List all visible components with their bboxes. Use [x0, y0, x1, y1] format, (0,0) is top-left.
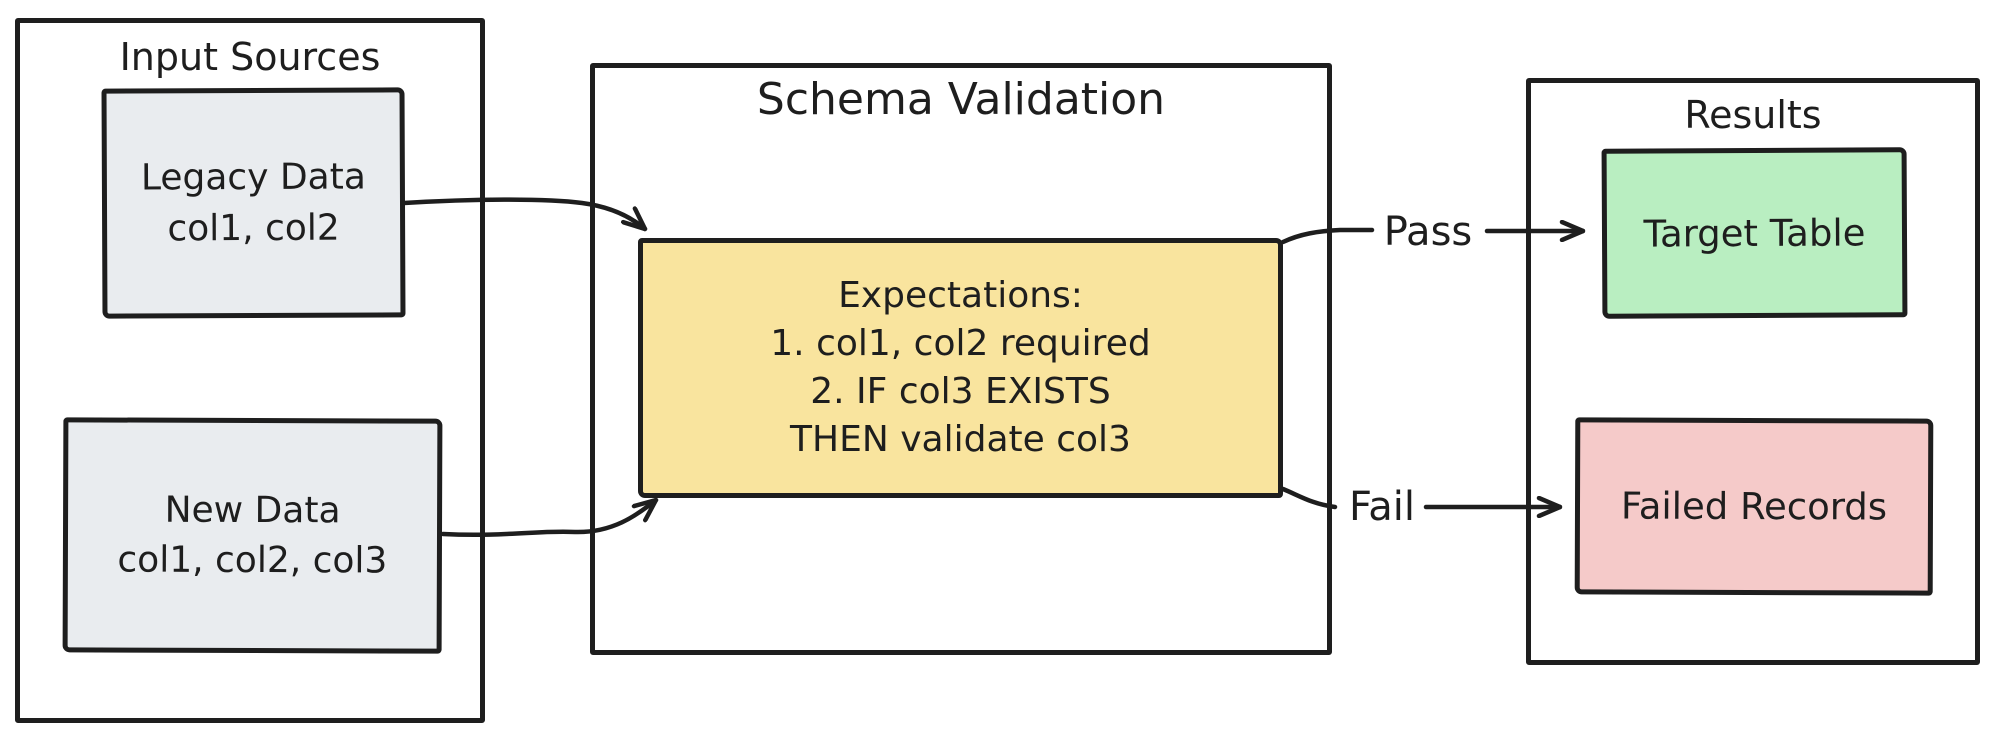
expectations-line-3: 2. IF col3 EXISTS: [810, 371, 1111, 412]
schema-validation-title: Schema Validation: [756, 74, 1166, 125]
legacy-data-node: Legacy Data col1, col2: [101, 87, 406, 319]
results-title: Results: [1684, 93, 1822, 137]
target-table-node: Target Table: [1601, 147, 1908, 319]
expectations-line-1: Expectations:: [838, 275, 1083, 316]
new-data-line-2: col1, col2, col3: [117, 539, 388, 581]
results-group: Results Target Table Failed Records: [1526, 78, 1980, 665]
expectations-node: Expectations: 1. col1, col2 required 2. …: [638, 238, 1283, 498]
failed-records-label: Failed Records: [1620, 484, 1888, 529]
input-sources-title: Input Sources: [119, 35, 381, 79]
legacy-data-line-2: col1, col2: [167, 207, 340, 250]
new-data-node: New Data col1, col2, col3: [62, 417, 443, 654]
failed-records-node: Failed Records: [1574, 417, 1934, 596]
new-data-line-1: New Data: [164, 489, 341, 531]
expectations-line-4: THEN validate col3: [790, 419, 1131, 460]
schema-validation-group: Schema Validation Expectations: 1. col1,…: [590, 63, 1332, 655]
fail-edge-label: Fail: [1348, 484, 1416, 530]
legacy-data-line-1: Legacy Data: [140, 156, 366, 199]
pass-edge-label: Pass: [1383, 209, 1473, 255]
expectations-line-2: 1. col1, col2 required: [770, 323, 1151, 364]
input-sources-group: Input Sources Legacy Data col1, col2 New…: [15, 18, 485, 723]
target-table-label: Target Table: [1643, 210, 1866, 256]
